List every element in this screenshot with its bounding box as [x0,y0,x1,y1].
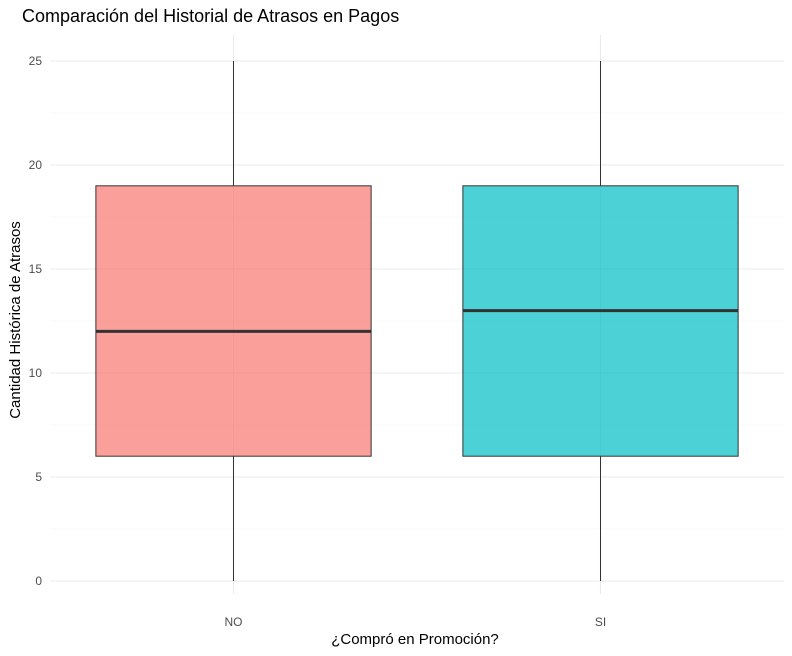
boxes [95,61,739,581]
x-tick-label: SI [595,615,606,629]
box-body [462,185,739,457]
y-tick-label: 5 [35,470,42,484]
x-tick-label: NO [225,615,243,629]
y-tick-labels: 0 5 10 15 20 25 [29,54,43,588]
x-tick-labels: NO SI [225,615,607,629]
x-axis-title: ¿Compró en Promoción? [331,631,499,648]
chart-title: Comparación del Historial de Atrasos en … [22,6,400,26]
box-body [95,185,372,457]
box-si [462,61,739,581]
y-axis-title: Cantidad Histórica de Atrasos [7,221,24,419]
y-tick-label: 0 [35,574,42,588]
y-tick-label: 15 [29,262,43,276]
y-tick-label: 25 [29,54,43,68]
y-tick-label: 20 [29,158,43,172]
y-tick-label: 10 [29,366,43,380]
box-no [95,61,372,581]
